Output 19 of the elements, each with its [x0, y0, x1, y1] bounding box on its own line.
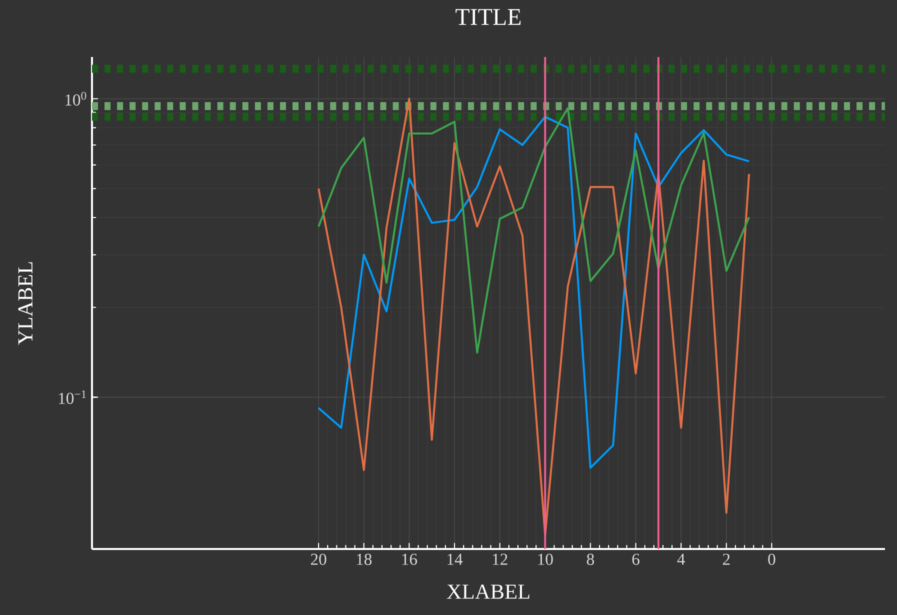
x-tick-label: 0 [768, 554, 776, 565]
y-tick-label: 10$^{−1}$ [58, 390, 86, 404]
x-tick-label: 2 [722, 554, 730, 565]
y-axis-title: YLABEL [18, 262, 32, 345]
x-tick-label: 14 [448, 554, 463, 565]
line-series [318, 107, 750, 354]
line-series [318, 116, 750, 469]
chart-title: TITLE [456, 9, 521, 25]
x-tick-label: 16 [402, 554, 418, 565]
x-tick-label: 18 [357, 554, 372, 565]
x-tick-label: 8 [586, 554, 594, 565]
x-tick-label: 6 [632, 554, 640, 565]
x-tick-label: 10 [538, 554, 553, 565]
x-tick-label: 4 [677, 554, 685, 565]
x-tick-label: 20 [310, 554, 326, 565]
x-axis-title: XLABEL [446, 584, 530, 599]
y-tick-label: 10$^{0}$ [66, 92, 86, 106]
line-series [318, 98, 750, 536]
x-tick-label: 12 [492, 554, 508, 565]
